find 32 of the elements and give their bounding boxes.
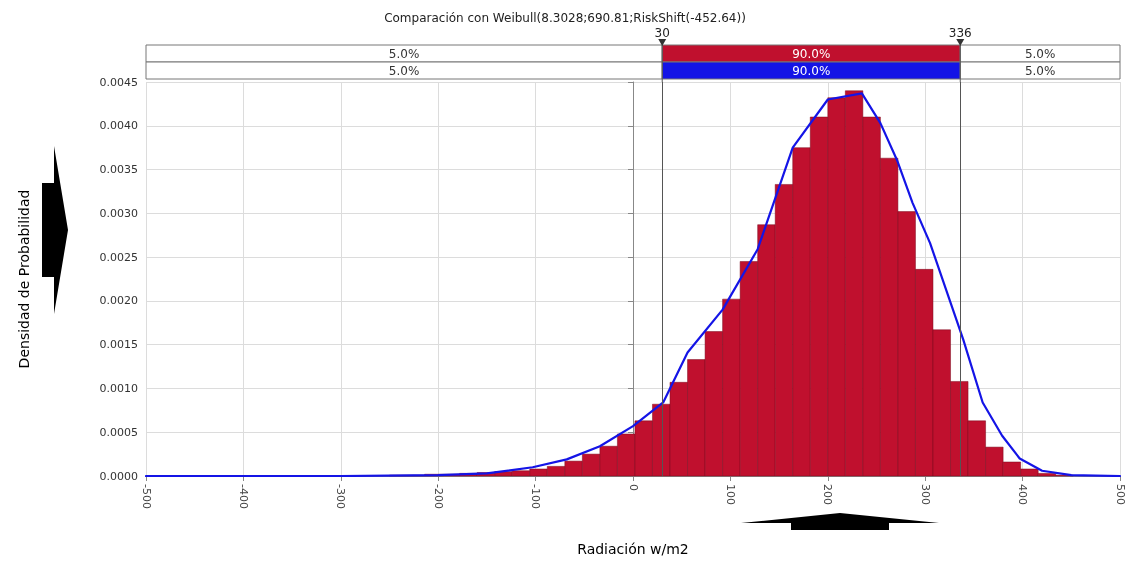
y-tick-label: 0.0020 [99, 294, 138, 308]
text: 90.0% [792, 46, 831, 61]
x-tick-label: 400 [1016, 484, 1030, 505]
x-tick-label: 500 [1113, 484, 1127, 505]
x-tick-label: 300 [918, 484, 932, 505]
y-tick-label: 0.0010 [99, 381, 138, 395]
text: 5.0% [1024, 46, 1056, 61]
x-tick-label: -300 [334, 484, 348, 509]
x-tick-label: -500 [139, 484, 153, 509]
y-tick-label: 0.0015 [99, 338, 138, 352]
x-axis-title: Radiación w/m2 [577, 541, 689, 557]
y-tick-label: 0.0025 [99, 250, 138, 264]
y-axis-title: Densidad de Probabilidad [16, 189, 32, 369]
x-tick-label: 200 [821, 484, 835, 505]
x-tick-label: 0 [626, 484, 640, 491]
x-tick-label: -400 [236, 484, 250, 509]
text: 5.0% [1024, 63, 1056, 78]
x-tick-label: -200 [431, 484, 445, 509]
text: 5.0% [388, 46, 420, 61]
text: 90.0% [792, 63, 831, 78]
y-tick-label: 0.0030 [99, 206, 138, 220]
text: 5.0% [388, 63, 420, 78]
y-tick-label: 0.0005 [99, 425, 138, 439]
x-tick-label: 100 [723, 484, 737, 505]
chart-title: Comparación con Weibull(8.3028;690.81;RiskShift(-452.64)) [384, 11, 746, 25]
ref-line-label: 30 [654, 26, 670, 40]
y-tick-label: 0.0040 [99, 119, 138, 133]
x-tick-label: -100 [529, 484, 543, 509]
y-tick-label: 0.0035 [99, 163, 138, 177]
y-tick-label: 0.0000 [99, 469, 138, 483]
y-tick-label: 0.0045 [99, 75, 138, 89]
ref-line-label: 336 [948, 26, 972, 40]
